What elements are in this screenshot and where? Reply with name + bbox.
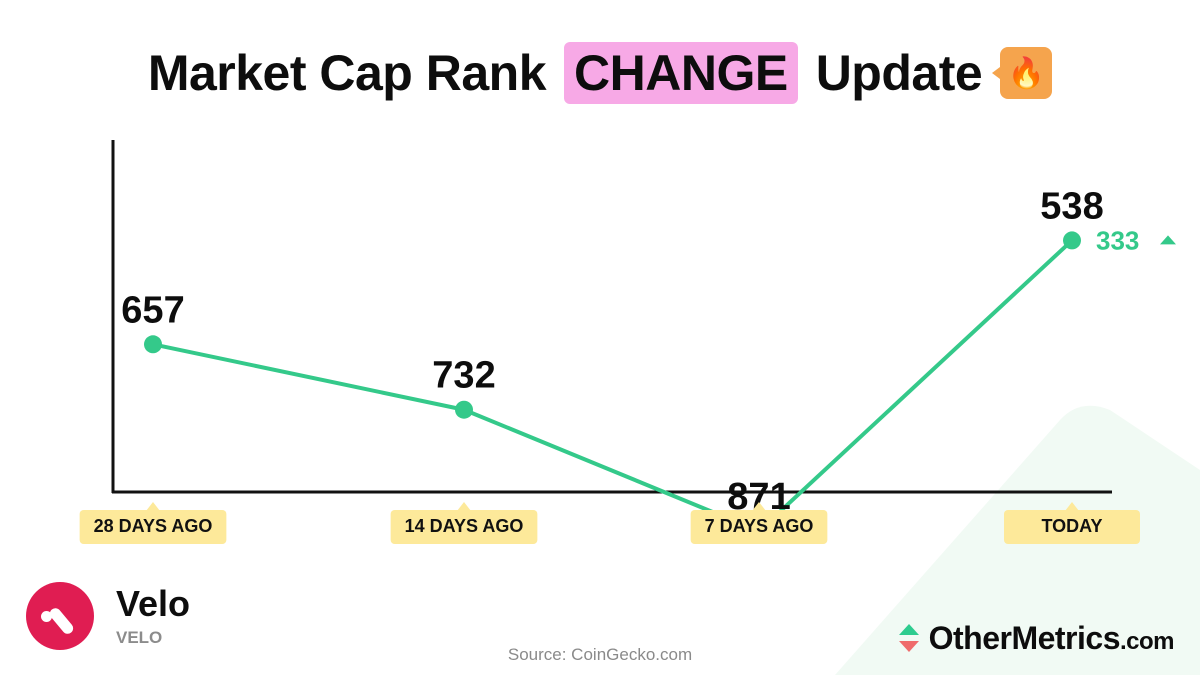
rank-change-value: 333 — [1096, 225, 1139, 255]
fire-icon: 🔥 — [992, 47, 1053, 99]
x-tick-tag — [690, 502, 828, 544]
data-point — [455, 400, 473, 419]
watermark-suffix: .com — [1119, 628, 1175, 655]
up-arrow-icon — [1160, 235, 1176, 245]
x-tick-label: 28 DAYS AGO — [94, 516, 213, 536]
othermetrics-logo: OtherMetrics.com — [898, 620, 1175, 657]
data-point — [1063, 231, 1081, 250]
source-caption: Source: CoinGecko.com — [507, 645, 693, 664]
data-point — [144, 335, 162, 354]
x-tick-tag — [1004, 502, 1140, 544]
x-tick-label: TODAY — [1041, 516, 1102, 536]
velo-logo-icon — [26, 582, 94, 650]
data-label: 657 — [121, 289, 184, 331]
title-prefix: Market Cap Rank — [147, 45, 547, 101]
title-highlight: CHANGE — [564, 42, 798, 104]
x-tick-label: 14 DAYS AGO — [405, 516, 524, 536]
coin-name: Velo — [116, 583, 191, 624]
coin-brand: Velo VELO — [26, 582, 190, 650]
x-tick-tag — [79, 502, 227, 544]
data-label: 732 — [432, 355, 495, 397]
x-tick-tag — [390, 502, 538, 544]
x-tick-label: 7 DAYS AGO — [705, 516, 814, 536]
coin-ticker: VELO — [116, 628, 163, 647]
data-label: 538 — [1040, 185, 1103, 227]
series-line — [152, 238, 1074, 534]
watermark-name: OtherMetrics — [928, 620, 1121, 656]
title-suffix: Update — [815, 45, 983, 101]
page-title: Market Cap Rank CHANGE Update 🔥 — [0, 38, 1200, 108]
up-down-arrows-icon — [898, 623, 919, 654]
